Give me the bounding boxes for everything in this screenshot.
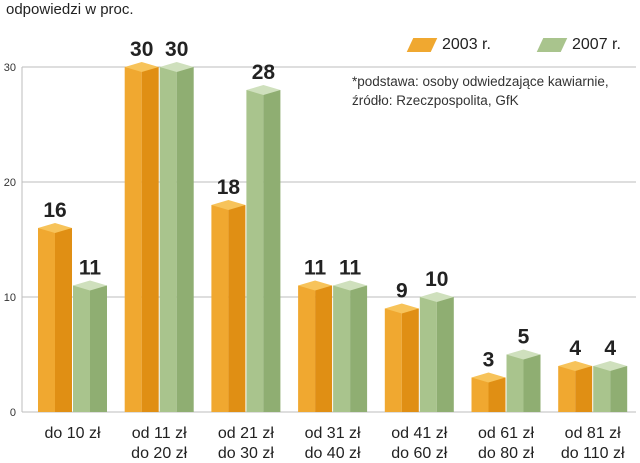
value-label-2007r-2: 28 <box>252 61 276 84</box>
bar-side-2003r-3 <box>315 285 333 412</box>
bar-top-2007r-1 <box>159 62 194 72</box>
legend-item-2007: 2007 r. <box>536 36 621 54</box>
bar-2003r-6 <box>558 366 576 412</box>
y-tick-label-30: 30 <box>4 62 16 74</box>
bar-side-2003r-1 <box>141 67 159 412</box>
bar-side-2007r-0 <box>90 285 107 412</box>
bar-2003r-2 <box>211 205 229 412</box>
bar-side-2003r-4 <box>401 308 419 412</box>
y-tick-label-20: 20 <box>4 177 16 189</box>
bar-side-2007r-6 <box>610 366 628 412</box>
category-label-3-0: od 31 zł <box>305 425 361 442</box>
category-label-4-0: od 41 zł <box>391 425 447 442</box>
source-note: *podstawa: osoby odwiedzające kawiarnie,… <box>352 72 609 110</box>
bar-2003r-5 <box>471 377 489 412</box>
bar-2003r-0 <box>38 228 55 412</box>
value-label-2003r-3: 11 <box>304 257 327 280</box>
bar-top-2007r-2 <box>246 85 281 95</box>
bar-2007r-6 <box>593 366 611 412</box>
bar-2007r-4 <box>419 297 437 412</box>
bar-2007r-2 <box>246 90 264 412</box>
bar-top-2003r-4 <box>384 303 419 314</box>
bar-side-2003r-5 <box>488 377 506 412</box>
category-label-5-0: od 61 zł <box>478 425 534 442</box>
value-label-2003r-5: 3 <box>483 349 495 372</box>
category-label-1-0: od 11 zł <box>132 425 187 442</box>
category-label-3-1: do 40 zł <box>305 445 361 462</box>
bar-top-2003r-3 <box>298 280 333 291</box>
bar-top-2007r-0 <box>73 280 107 291</box>
value-label-2003r-2: 18 <box>217 176 241 199</box>
value-label-2007r-3: 11 <box>339 257 362 280</box>
bar-top-2007r-6 <box>593 361 628 371</box>
value-label-2007r-6: 4 <box>604 337 616 360</box>
category-label-2-0: od 21 zł <box>218 425 274 442</box>
bar-top-2003r-0 <box>38 223 72 233</box>
y-axis-label: odpowiedzi w proc. <box>6 1 134 18</box>
bar-side-2007r-1 <box>176 67 194 412</box>
value-label-2007r-1: 30 <box>165 38 188 61</box>
value-label-2003r-1: 30 <box>130 38 153 61</box>
bar-side-2007r-5 <box>523 354 541 412</box>
bar-2003r-4 <box>384 308 402 412</box>
value-label-2007r-5: 5 <box>518 326 530 349</box>
bar-side-2003r-2 <box>228 205 246 412</box>
note-line-1: *podstawa: osoby odwiedzające kawiarnie, <box>352 74 609 89</box>
category-label-6-1: do 110 zł <box>561 445 625 462</box>
value-label-2007r-4: 10 <box>425 268 448 291</box>
bar-2003r-1 <box>124 67 142 412</box>
bar-2007r-0 <box>73 285 90 412</box>
legend-label-2003: 2003 r. <box>442 36 491 53</box>
bar-top-2003r-6 <box>558 361 593 371</box>
bar-top-2007r-5 <box>506 349 541 360</box>
bar-2007r-1 <box>159 67 177 412</box>
bar-2003r-3 <box>298 285 316 412</box>
category-label-6-0: od 81 zł <box>565 425 621 442</box>
bar-top-2003r-5 <box>471 372 506 383</box>
category-label-5-1: do 80 zł <box>478 445 534 462</box>
legend-swatch-2007 <box>536 38 568 52</box>
bar-2007r-5 <box>506 354 524 412</box>
bar-top-2003r-2 <box>211 200 246 210</box>
value-label-2003r-6: 4 <box>569 337 581 360</box>
value-label-2007r-0: 11 <box>79 257 102 280</box>
category-label-1-1: do 20 zł <box>131 445 187 462</box>
bar-side-2003r-6 <box>575 366 593 412</box>
bar-side-2007r-2 <box>263 90 281 412</box>
bar-top-2007r-4 <box>419 292 454 302</box>
y-tick-label-0: 0 <box>10 407 16 419</box>
bar-side-2007r-3 <box>350 285 368 412</box>
category-label-2-1: do 30 zł <box>218 445 274 462</box>
value-label-2003r-0: 16 <box>43 199 66 222</box>
bar-2007r-3 <box>333 285 351 412</box>
note-line-2: źródło: Rzeczpospolita, GfK <box>352 93 519 108</box>
y-tick-label-10: 10 <box>4 292 16 304</box>
bar-top-2003r-1 <box>124 62 159 72</box>
category-label-0-0: do 10 zł <box>44 425 100 442</box>
legend-label-2007: 2007 r. <box>572 36 621 53</box>
bar-top-2007r-3 <box>333 280 368 291</box>
legend-swatch-2003 <box>406 38 438 52</box>
value-label-2003r-4: 9 <box>396 280 408 303</box>
bar-side-2007r-4 <box>436 297 454 412</box>
legend-item-2003: 2003 r. <box>406 36 491 54</box>
bar-side-2003r-0 <box>55 228 72 412</box>
category-label-4-1: do 60 zł <box>391 445 447 462</box>
